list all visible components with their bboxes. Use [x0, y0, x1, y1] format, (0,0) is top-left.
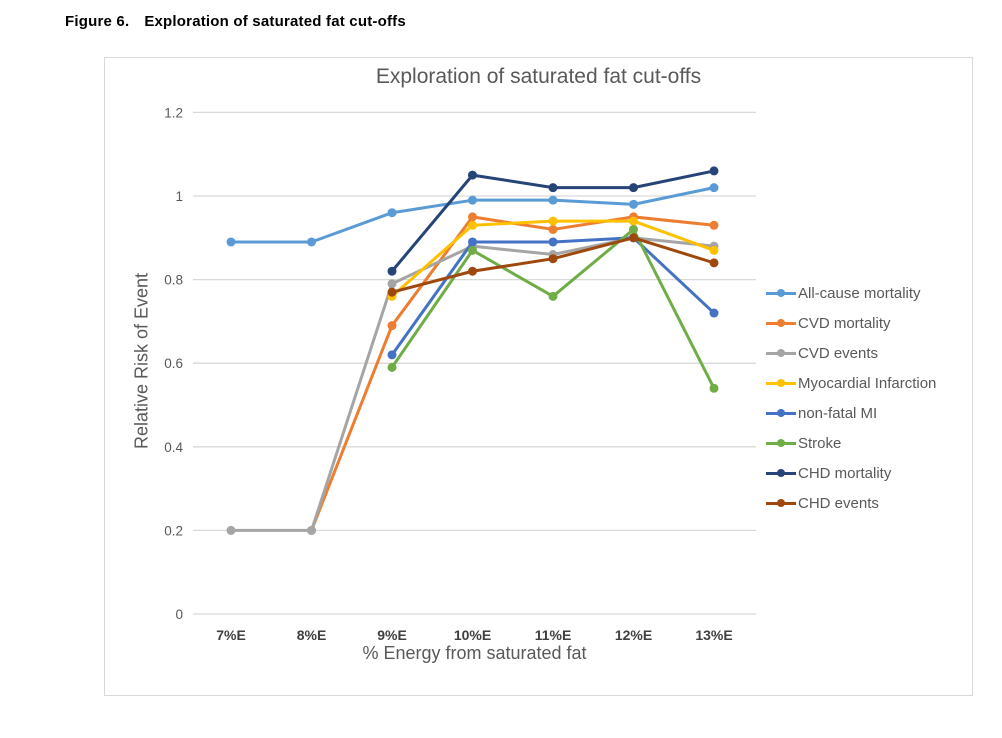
data-point-marker	[387, 266, 397, 276]
x-tick-label: 7%E	[216, 627, 246, 643]
data-point-marker	[709, 166, 719, 176]
data-point-marker	[629, 199, 638, 209]
legend-label: CVD mortality	[798, 314, 891, 332]
y-axis-title: Relative Risk of Event	[131, 272, 152, 450]
legend-item-chd-events: CHD events	[766, 492, 936, 514]
data-point-marker	[387, 287, 397, 297]
legend-item-all-cause-mortality: All-cause mortality	[766, 282, 936, 304]
x-tick-label: 8%E	[297, 627, 327, 643]
data-point-marker	[709, 183, 719, 193]
legend-label: non-fatal MI	[798, 404, 878, 422]
data-point-marker	[709, 220, 719, 230]
data-point-marker	[548, 183, 558, 193]
y-tick-label: 0.4	[164, 440, 183, 455]
y-tick-label: 1	[175, 189, 183, 204]
x-tick-label: 11%E	[535, 627, 572, 643]
y-tick-label: 0.8	[164, 273, 183, 288]
x-tick-label: 13%E	[695, 627, 732, 643]
legend-label: CVD events	[798, 344, 879, 362]
legend-item-stroke: Stroke	[766, 432, 936, 454]
data-point-marker	[629, 233, 638, 243]
x-tick-label: 12%E	[615, 627, 652, 643]
data-point-marker	[307, 525, 316, 535]
legend-item-cvd-mortality: CVD mortality	[766, 312, 936, 334]
chart-legend: All-cause mortality CVD mortality CVD even…	[766, 282, 936, 514]
data-point-marker	[548, 224, 558, 234]
legend-item-cvd-events: CVD events	[766, 342, 936, 364]
data-point-marker	[468, 212, 477, 222]
legend-marker-icon	[766, 498, 796, 508]
data-point-marker	[629, 216, 638, 226]
data-point-marker	[468, 170, 477, 180]
legend-marker-icon	[766, 288, 796, 298]
data-point-marker	[468, 220, 477, 230]
data-point-marker	[387, 350, 397, 360]
data-point-marker	[629, 224, 638, 234]
data-point-marker	[548, 291, 558, 301]
data-point-marker	[548, 254, 558, 264]
data-point-marker	[387, 321, 397, 331]
legend-marker-icon	[766, 318, 796, 328]
legend-marker-icon	[766, 348, 796, 358]
data-point-marker	[629, 183, 638, 193]
data-point-marker	[548, 237, 558, 247]
legend-label: Myocardial Infarction	[798, 374, 937, 392]
figure-label: Figure 6.	[65, 13, 130, 30]
data-point-marker	[709, 308, 719, 318]
legend-marker-icon	[766, 378, 796, 388]
legend-item-non-fatal-mi: non-fatal MI	[766, 402, 936, 424]
legend-marker-icon	[766, 468, 796, 478]
legend-marker-icon	[766, 408, 796, 418]
legend-marker-icon	[766, 438, 796, 448]
figure-caption: Figure 6. Exploration of saturated fat cu…	[65, 13, 406, 30]
legend-item-chd-mortality: CHD mortality	[766, 462, 936, 484]
data-point-marker	[709, 258, 719, 268]
legend-item-myocardial-infarction: Myocardial Infarction	[766, 372, 936, 394]
figure-caption-title: Exploration of saturated fat cut-offs	[144, 13, 406, 30]
line-chart-plot: 0 0.2 0.4 0.6 0.8 1 1.2 7%E 8%E 9%E 10%E 11%E 12%E 13…	[164, 105, 756, 643]
data-point-marker	[226, 237, 236, 247]
x-axis-title: % Energy from saturated fat	[362, 643, 587, 663]
y-tick-label: 0	[175, 607, 183, 622]
data-point-marker	[226, 525, 236, 535]
legend-label: All-cause mortality	[798, 284, 921, 302]
data-point-marker	[468, 245, 477, 255]
x-tick-label: 10%E	[454, 627, 491, 643]
data-point-marker	[548, 216, 558, 226]
data-point-marker	[548, 195, 558, 205]
data-point-marker	[387, 208, 397, 218]
series-line-cvd-events	[229, 236, 716, 532]
data-point-marker	[307, 237, 316, 247]
data-point-marker	[709, 245, 719, 255]
data-point-marker	[468, 266, 477, 276]
data-point-marker	[387, 279, 397, 289]
legend-label: CHD mortality	[798, 464, 892, 482]
legend-label: Stroke	[798, 434, 842, 452]
data-point-marker	[387, 362, 397, 372]
data-point-marker	[709, 383, 719, 393]
y-tick-label: 0.6	[164, 356, 183, 371]
legend-label: CHD events	[798, 494, 879, 512]
x-tick-label: 9%E	[377, 627, 407, 643]
data-point-marker	[468, 237, 477, 247]
y-tick-label: 1.2	[164, 105, 183, 120]
data-point-marker	[468, 195, 477, 205]
chart-title: Exploration of saturated fat cut-offs	[375, 65, 702, 88]
y-tick-label: 0.2	[164, 523, 183, 538]
